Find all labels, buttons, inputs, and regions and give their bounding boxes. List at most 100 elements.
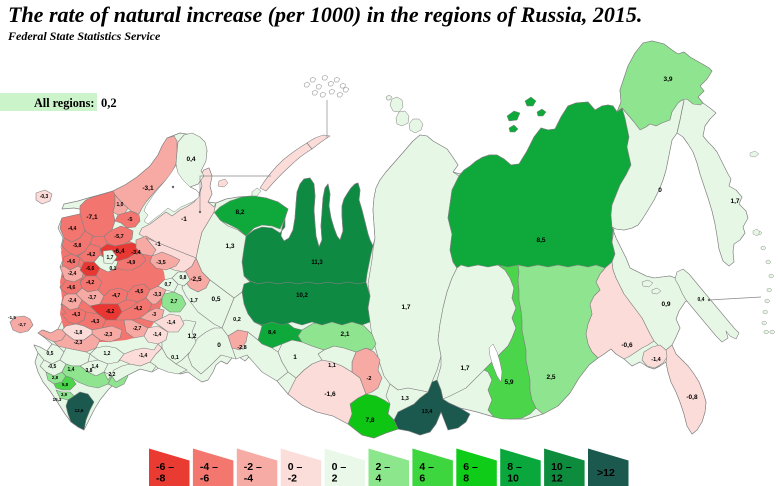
svg-text:-2: -2 bbox=[367, 376, 372, 382]
svg-text:-2,7: -2,7 bbox=[133, 326, 142, 332]
svg-text:-1,4: -1,4 bbox=[167, 320, 176, 326]
svg-text:-4,7: -4,7 bbox=[112, 293, 121, 299]
svg-text:-3,1: -3,1 bbox=[142, 185, 154, 192]
svg-text:-7,1: -7,1 bbox=[86, 214, 98, 221]
svg-text:-1,8: -1,8 bbox=[74, 330, 83, 336]
svg-text:-6 –: -6 – bbox=[156, 461, 174, 473]
svg-text:1,7: 1,7 bbox=[190, 298, 198, 304]
svg-text:-4,6: -4,6 bbox=[67, 285, 76, 291]
svg-text:-1,4: -1,4 bbox=[139, 353, 148, 359]
svg-text:The rate of natural increase (: The rate of natural increase (per 1000) … bbox=[8, 2, 642, 27]
svg-text:0,7: 0,7 bbox=[165, 282, 172, 288]
svg-text:2: 2 bbox=[332, 473, 338, 485]
svg-text:0,1: 0,1 bbox=[171, 355, 179, 361]
svg-text:-8: -8 bbox=[156, 473, 165, 485]
svg-text:3,8: 3,8 bbox=[86, 368, 93, 374]
svg-text:-4,2: -4,2 bbox=[134, 306, 143, 312]
svg-text:3,9: 3,9 bbox=[61, 392, 68, 397]
svg-text:-4,4: -4,4 bbox=[68, 226, 77, 232]
svg-text:1,7: 1,7 bbox=[107, 255, 114, 261]
svg-text:1,2: 1,2 bbox=[187, 333, 196, 340]
svg-text:8: 8 bbox=[463, 473, 469, 485]
svg-text:8 –: 8 – bbox=[507, 461, 522, 473]
svg-text:-4,3: -4,3 bbox=[91, 319, 100, 325]
svg-text:-6: -6 bbox=[200, 473, 209, 485]
svg-text:-4 –: -4 – bbox=[200, 461, 218, 473]
svg-text:-6,6: -6,6 bbox=[86, 266, 95, 272]
svg-text:1,3: 1,3 bbox=[401, 396, 409, 402]
svg-text:1,3: 1,3 bbox=[225, 243, 234, 250]
svg-text:-1,5: -1,5 bbox=[8, 315, 16, 320]
svg-text:1,4: 1,4 bbox=[92, 364, 99, 370]
svg-text:12: 12 bbox=[551, 473, 563, 485]
svg-text:12,6: 12,6 bbox=[75, 408, 84, 413]
svg-text:-1,4: -1,4 bbox=[153, 332, 162, 338]
svg-text:1,1: 1,1 bbox=[328, 363, 336, 369]
svg-text:-4: -4 bbox=[244, 473, 253, 485]
svg-text:>12: >12 bbox=[597, 467, 615, 479]
svg-text:3,9: 3,9 bbox=[663, 76, 672, 83]
svg-text:0,4: 0,4 bbox=[698, 297, 705, 303]
svg-text:0,9: 0,9 bbox=[661, 301, 670, 308]
svg-text:5,9: 5,9 bbox=[504, 379, 513, 386]
svg-text:2,8: 2,8 bbox=[52, 375, 59, 380]
svg-text:1,7: 1,7 bbox=[401, 304, 410, 311]
svg-text:2,2: 2,2 bbox=[109, 372, 116, 378]
svg-text:10 –: 10 – bbox=[551, 461, 572, 473]
svg-text:7,8: 7,8 bbox=[365, 417, 374, 424]
svg-text:-2: -2 bbox=[288, 473, 297, 485]
svg-text:0,4: 0,4 bbox=[186, 156, 195, 163]
svg-text:15,3: 15,3 bbox=[53, 397, 62, 402]
svg-text:-0,6: -0,6 bbox=[621, 342, 633, 349]
svg-text:8,4: 8,4 bbox=[268, 330, 277, 336]
svg-text:2,1: 2,1 bbox=[340, 331, 349, 338]
svg-text:2,5: 2,5 bbox=[546, 374, 555, 381]
svg-text:0: 0 bbox=[658, 187, 662, 194]
svg-text:0,8: 0,8 bbox=[180, 275, 187, 281]
svg-text:-1: -1 bbox=[155, 241, 161, 248]
svg-text:-4,6: -4,6 bbox=[67, 259, 76, 265]
svg-text:-1: -1 bbox=[181, 216, 187, 223]
svg-text:-0,5: -0,5 bbox=[48, 364, 57, 370]
svg-text:5,8: 5,8 bbox=[62, 382, 69, 387]
svg-text:-4,9: -4,9 bbox=[127, 260, 136, 266]
svg-text:1,7: 1,7 bbox=[730, 198, 739, 205]
svg-text:-2 –: -2 – bbox=[244, 461, 262, 473]
svg-text:-1,6: -1,6 bbox=[324, 391, 336, 398]
svg-text:-5,7: -5,7 bbox=[114, 234, 123, 240]
svg-text:-2,4: -2,4 bbox=[68, 298, 77, 304]
svg-text:4 –: 4 – bbox=[419, 461, 434, 473]
svg-text:-2,3: -2,3 bbox=[74, 340, 83, 346]
svg-text:-4,2: -4,2 bbox=[87, 252, 96, 258]
svg-text:1,2: 1,2 bbox=[104, 351, 111, 357]
svg-text:10,2: 10,2 bbox=[296, 293, 308, 299]
svg-text:0,2: 0,2 bbox=[233, 317, 241, 323]
svg-text:-3: -3 bbox=[152, 312, 157, 318]
svg-text:0,5: 0,5 bbox=[47, 351, 54, 357]
svg-text:1,4: 1,4 bbox=[68, 367, 75, 373]
svg-text:-5: -5 bbox=[128, 217, 133, 223]
svg-text:8,5: 8,5 bbox=[536, 237, 545, 244]
svg-text:-3,5: -3,5 bbox=[156, 260, 165, 266]
svg-text:2 –: 2 – bbox=[376, 461, 391, 473]
svg-text:-2,8: -2,8 bbox=[237, 345, 246, 351]
svg-text:-3,4: -3,4 bbox=[131, 250, 141, 256]
svg-text:6: 6 bbox=[419, 473, 425, 485]
svg-text:0 –: 0 – bbox=[288, 461, 303, 473]
svg-text:8,2: 8,2 bbox=[235, 209, 244, 216]
svg-text:1,7: 1,7 bbox=[460, 365, 469, 372]
svg-text:-2,3: -2,3 bbox=[104, 332, 113, 338]
svg-text:6 –: 6 – bbox=[463, 461, 478, 473]
svg-text:2,7: 2,7 bbox=[171, 299, 178, 305]
svg-text:-3,3: -3,3 bbox=[153, 292, 162, 298]
svg-text:Federal State Statistics Servi: Federal State Statistics Service bbox=[7, 29, 161, 43]
svg-text:-6,4: -6,4 bbox=[113, 248, 125, 255]
svg-text:-2,4: -2,4 bbox=[68, 271, 77, 277]
svg-text:1: 1 bbox=[293, 354, 297, 361]
svg-text:-0,3: -0,3 bbox=[40, 194, 49, 200]
svg-text:-0,8: -0,8 bbox=[686, 394, 698, 401]
svg-text:-5,8: -5,8 bbox=[73, 243, 82, 249]
svg-text:0,1: 0,1 bbox=[110, 266, 117, 272]
svg-text:-6,2: -6,2 bbox=[106, 309, 115, 315]
svg-text:11,3: 11,3 bbox=[311, 260, 323, 266]
